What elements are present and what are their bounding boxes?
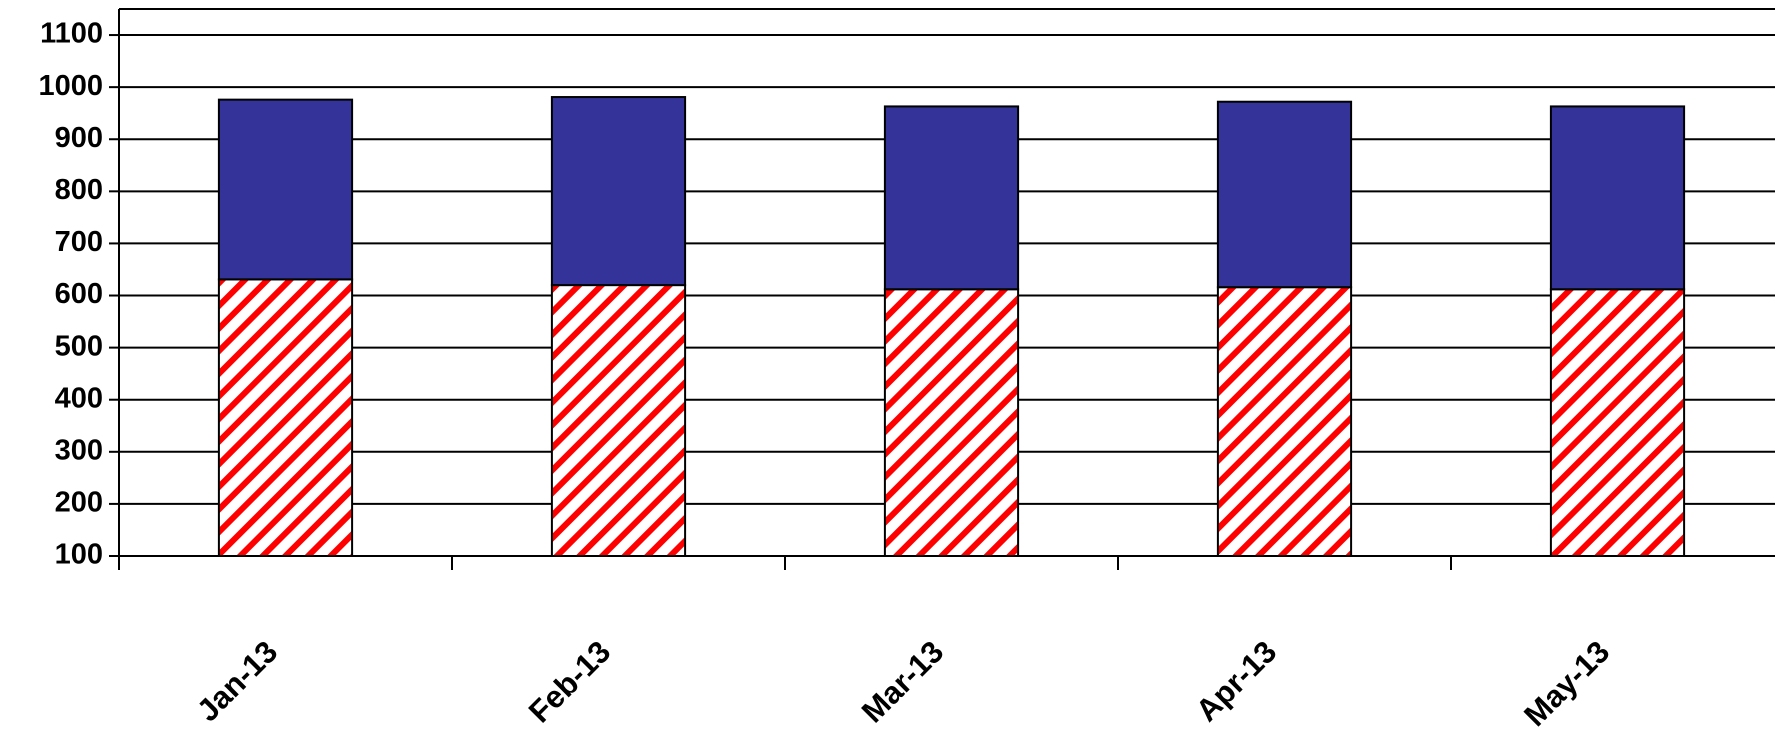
y-tick-label: 1000 <box>38 70 103 102</box>
y-tick-label: 200 <box>55 487 103 519</box>
y-tick-label: 900 <box>55 122 103 154</box>
y-tick-label: 1100 <box>40 18 103 50</box>
y-tick-label: 700 <box>55 226 103 258</box>
bar-segment <box>550 284 687 557</box>
x-tick-label: May-13 <box>1517 634 1616 733</box>
y-tick-label: 500 <box>55 330 103 362</box>
x-tick-label: Feb-13 <box>522 634 617 729</box>
bar-segment <box>217 98 354 281</box>
bar-segment <box>217 278 354 557</box>
bar-segment <box>550 96 687 287</box>
bar-segment <box>883 105 1020 291</box>
y-tick-label: 100 <box>55 539 103 571</box>
bar-segment <box>1216 100 1353 289</box>
bar-segment <box>1549 288 1686 557</box>
y-tick-label: 600 <box>55 278 103 310</box>
y-tick-label: 400 <box>55 382 103 414</box>
y-tick-label: 800 <box>55 174 103 206</box>
bar-segment <box>883 288 1020 557</box>
x-tick-label: Mar-13 <box>855 634 950 729</box>
x-tick-label: Apr-13 <box>1189 634 1283 728</box>
bar-segment <box>1549 105 1686 291</box>
x-tick-label: Jan-13 <box>190 634 284 728</box>
bar-segment <box>1216 286 1353 557</box>
y-tick-label: 300 <box>55 434 103 466</box>
